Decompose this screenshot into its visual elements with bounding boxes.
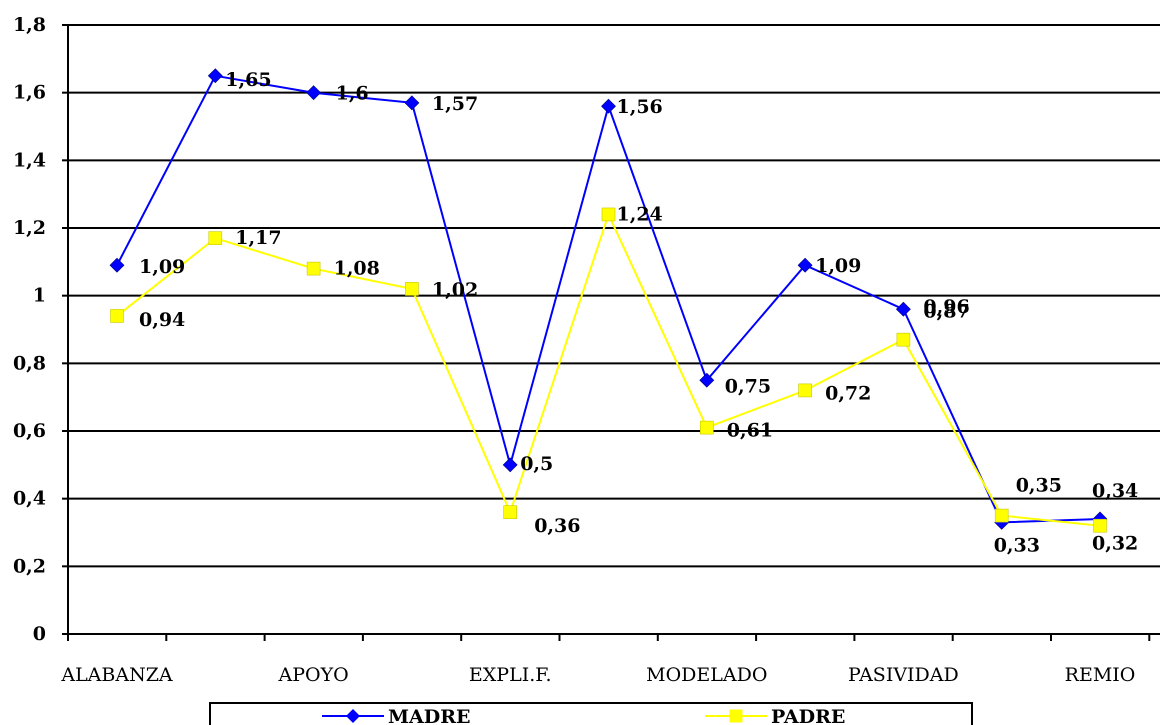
legend-label-padre: PADRE xyxy=(771,706,845,725)
data-point-madre xyxy=(797,257,813,273)
x-tick-label: ALABANZA xyxy=(60,664,173,686)
x-tick-label: MODELADO xyxy=(646,664,767,686)
data-label-padre: 0,94 xyxy=(139,309,185,331)
y-tick-label: 0 xyxy=(33,623,46,645)
data-point-madre xyxy=(601,98,616,114)
data-point-madre xyxy=(207,68,223,84)
data-label-padre: 1,02 xyxy=(432,279,478,301)
data-label-padre: 0,36 xyxy=(534,515,580,537)
data-label-padre: 1,17 xyxy=(235,227,281,249)
data-label-madre: 0,33 xyxy=(994,534,1040,556)
data-label-madre: 1,56 xyxy=(617,96,663,118)
data-point-padre xyxy=(208,231,223,245)
data-label-madre: 1,65 xyxy=(225,69,271,91)
data-label-padre: 0,32 xyxy=(1092,533,1138,555)
legend-marker-madre xyxy=(346,709,360,723)
data-label-madre: 0,75 xyxy=(725,375,771,397)
data-point-padre xyxy=(1093,518,1107,533)
data-point-madre xyxy=(895,301,911,317)
x-tick-label: REMIO xyxy=(1065,664,1136,686)
data-point-padre xyxy=(110,309,124,323)
data-label-padre: 0,87 xyxy=(923,301,969,323)
data-label-padre: 1,08 xyxy=(334,258,380,280)
data-point-padre xyxy=(601,207,616,222)
data-point-padre xyxy=(798,383,812,398)
y-tick-label: 0,6 xyxy=(13,420,46,442)
y-tick-label: 1 xyxy=(33,285,46,307)
data-label-madre: 0,34 xyxy=(1092,480,1138,502)
data-point-padre xyxy=(503,505,518,520)
data-point-madre xyxy=(502,457,518,473)
data-point-padre xyxy=(699,420,714,435)
data-label-madre: 0,96 xyxy=(923,296,969,318)
data-point-madre xyxy=(306,85,322,101)
data-point-madre xyxy=(699,372,715,388)
data-label-madre: 1,09 xyxy=(139,256,185,278)
data-label-padre: 0,35 xyxy=(1016,475,1062,497)
y-tick-label: 0,2 xyxy=(13,555,46,577)
legend-label-madre: MADRE xyxy=(388,706,471,725)
x-tick-label: EXPLI.F. xyxy=(469,664,552,686)
x-tick-label: APOYO xyxy=(277,664,348,686)
legend-box xyxy=(209,702,973,725)
data-point-madre xyxy=(109,257,125,273)
data-label-madre: 1,57 xyxy=(432,93,478,115)
data-label-madre: 1,6 xyxy=(336,83,369,105)
y-tick-label: 1,4 xyxy=(13,149,46,171)
x-tick-label: PASIVIDAD xyxy=(848,664,959,686)
data-point-padre xyxy=(405,282,419,296)
data-label-padre: 0,61 xyxy=(727,420,773,442)
y-tick-label: 0,8 xyxy=(13,352,46,374)
y-tick-label: 1,2 xyxy=(13,217,46,239)
y-tick-label: 0,4 xyxy=(13,488,46,510)
y-tick-label: 1,6 xyxy=(13,82,46,104)
data-point-padre xyxy=(994,508,1009,523)
data-label-madre: 0,5 xyxy=(520,453,553,475)
data-point-padre xyxy=(896,332,911,347)
data-point-padre xyxy=(306,261,321,276)
data-label-madre: 1,09 xyxy=(815,255,861,277)
legend: MADRE PADRE xyxy=(209,702,973,725)
data-point-madre xyxy=(404,95,420,111)
data-label-padre: 0,72 xyxy=(825,382,871,404)
data-label-padre: 1,24 xyxy=(617,203,663,225)
y-tick-label: 1,8 xyxy=(13,14,46,36)
series-line-padre xyxy=(116,211,1101,527)
legend-marker-padre xyxy=(729,709,743,723)
